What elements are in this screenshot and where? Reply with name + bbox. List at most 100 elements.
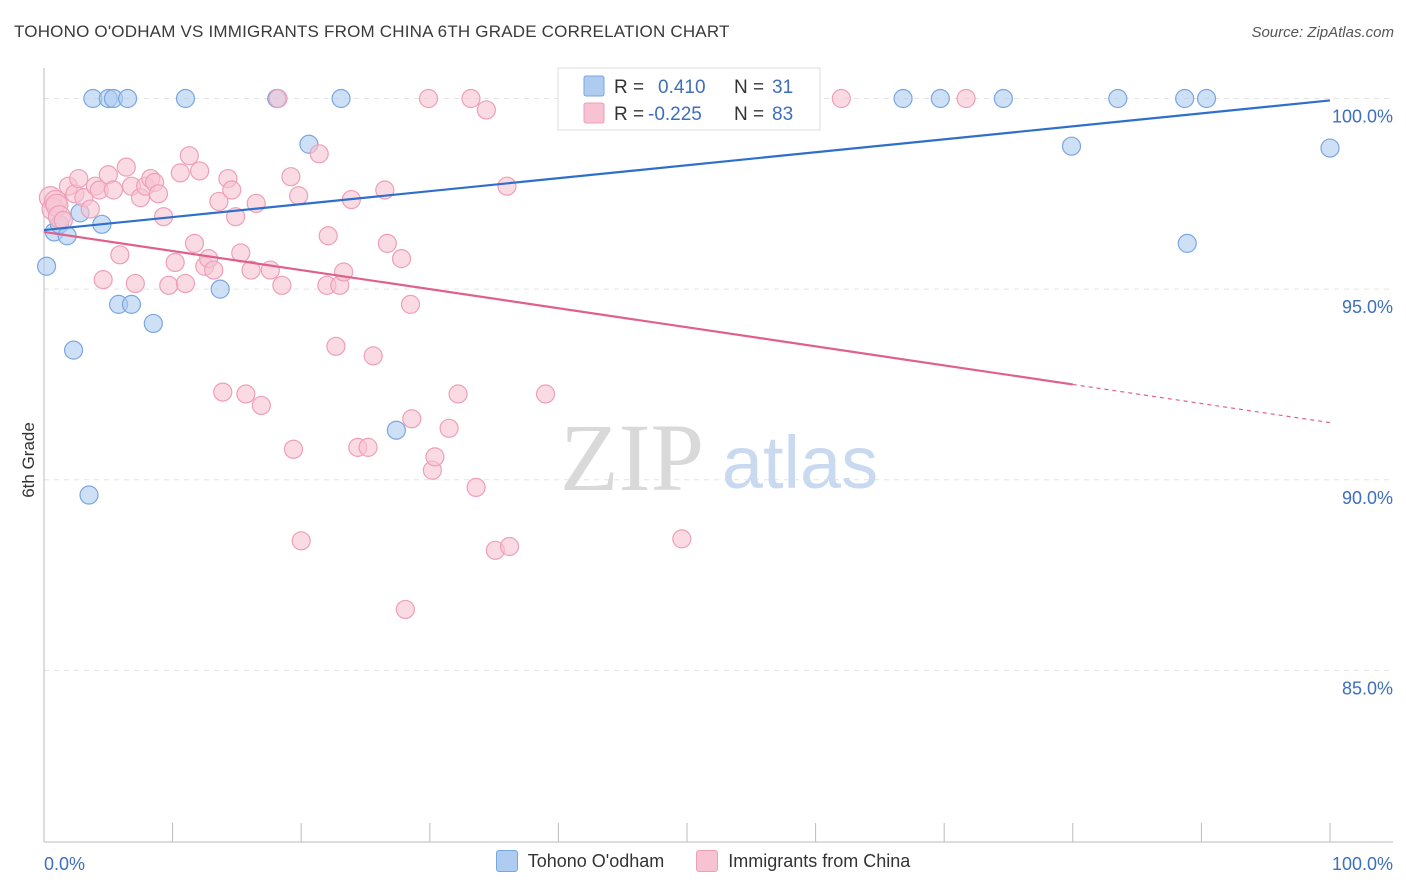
legend-label-tohono: Tohono O'odham bbox=[527, 850, 665, 871]
chart-title: TOHONO O'ODHAM VS IMMIGRANTS FROM CHINA … bbox=[14, 22, 730, 41]
axes bbox=[43, 68, 1393, 843]
n-label-blue: N = bbox=[734, 77, 764, 98]
data-point-pink bbox=[499, 536, 520, 557]
data-point-pink bbox=[497, 176, 517, 196]
y-axis-tick-labels: 100.0% 95.0% 90.0% 85.0% bbox=[1332, 107, 1393, 699]
y-tick-label: 85.0% bbox=[1342, 678, 1393, 698]
data-point-pink bbox=[209, 191, 229, 212]
data-point-blue bbox=[930, 88, 950, 109]
data-point-pink bbox=[165, 252, 185, 273]
data-point-pink bbox=[672, 529, 692, 549]
data-point-pink bbox=[291, 531, 311, 551]
legend-swatch-pink bbox=[696, 850, 719, 872]
data-point-pink bbox=[289, 186, 309, 206]
data-point-pink bbox=[395, 599, 415, 620]
data-point-pink bbox=[391, 249, 412, 269]
y-tick-label: 95.0% bbox=[1342, 297, 1393, 317]
data-point-blue bbox=[121, 294, 142, 314]
data-point-blue bbox=[1320, 138, 1340, 158]
data-point-pink bbox=[116, 157, 136, 177]
data-point-blue bbox=[36, 256, 57, 276]
data-point-pink bbox=[53, 210, 73, 231]
data-point-pink bbox=[461, 88, 481, 109]
y-tick-label: 90.0% bbox=[1342, 488, 1393, 508]
trend-lines bbox=[43, 99, 1331, 424]
legend-swatch-blue bbox=[495, 850, 518, 872]
r-label-pink: R = bbox=[614, 104, 644, 125]
data-point-pink bbox=[425, 447, 445, 467]
data-point-pink bbox=[283, 439, 304, 459]
data-point-pink bbox=[222, 180, 242, 200]
data-point-blue bbox=[993, 88, 1013, 109]
data-point-pink bbox=[363, 346, 383, 366]
data-point-blue bbox=[210, 279, 230, 299]
trend-line-blue bbox=[43, 99, 1331, 232]
data-point-blue bbox=[1177, 233, 1197, 253]
data-point-blue bbox=[386, 420, 406, 440]
r-value-pink: -0.225 bbox=[648, 104, 702, 125]
data-points bbox=[36, 88, 1340, 620]
x-tick-label-max: 100.0% bbox=[1332, 854, 1393, 874]
data-point-blue bbox=[63, 340, 84, 360]
stats-swatch-blue bbox=[583, 75, 605, 97]
data-point-pink bbox=[318, 226, 338, 246]
data-point-pink bbox=[831, 88, 851, 109]
data-point-pink bbox=[236, 384, 256, 404]
data-point-pink bbox=[535, 384, 556, 404]
legend-item-china: Immigrants from China bbox=[696, 850, 910, 872]
data-point-pink bbox=[125, 273, 145, 294]
data-point-pink bbox=[400, 294, 421, 314]
data-point-pink bbox=[148, 184, 169, 204]
data-point-blue bbox=[117, 88, 138, 109]
data-point-blue bbox=[1196, 88, 1217, 109]
legend-item-tohono: Tohono O'odham bbox=[495, 850, 665, 872]
data-point-blue bbox=[893, 88, 913, 109]
n-value-pink: 83 bbox=[772, 104, 793, 125]
data-point-blue bbox=[1061, 136, 1082, 156]
data-point-blue bbox=[175, 88, 196, 109]
data-point-pink bbox=[377, 233, 397, 253]
stats-swatch-pink bbox=[583, 102, 605, 124]
data-point-pink bbox=[358, 437, 378, 457]
data-point-pink bbox=[439, 418, 459, 438]
data-point-pink bbox=[268, 88, 288, 109]
data-point-blue bbox=[143, 313, 163, 334]
data-point-pink bbox=[272, 275, 292, 295]
r-label-blue: R = bbox=[614, 77, 644, 98]
watermark-atlas: atlas bbox=[722, 421, 878, 504]
data-point-pink bbox=[309, 144, 329, 164]
data-point-pink bbox=[281, 167, 301, 187]
source-label: Source: ZipAtlas.com bbox=[1251, 24, 1394, 41]
data-point-pink bbox=[93, 270, 113, 290]
n-label-pink: N = bbox=[734, 104, 764, 125]
data-point-pink bbox=[184, 233, 205, 253]
data-point-pink bbox=[179, 146, 199, 166]
data-point-pink bbox=[402, 409, 422, 429]
data-point-pink bbox=[190, 161, 210, 181]
data-point-pink bbox=[80, 199, 100, 219]
data-point-pink bbox=[466, 477, 486, 498]
data-point-blue bbox=[79, 485, 99, 505]
data-point-blue bbox=[331, 88, 351, 109]
data-point-blue bbox=[1175, 88, 1195, 109]
data-point-pink bbox=[476, 100, 496, 120]
data-point-pink bbox=[326, 336, 346, 356]
legend-label-china: Immigrants from China bbox=[728, 850, 911, 871]
data-point-pink bbox=[418, 88, 439, 109]
data-point-pink bbox=[110, 245, 130, 265]
data-point-pink bbox=[103, 180, 124, 200]
stats-legend: R = 0.410 N = 31 R = -0.225 N = 83 bbox=[557, 67, 821, 131]
n-value-blue: 31 bbox=[772, 77, 793, 98]
data-point-pink bbox=[159, 275, 179, 295]
y-tick-label: 100.0% bbox=[1332, 107, 1393, 127]
x-tick-label-min: 0.0% bbox=[44, 854, 85, 874]
data-point-pink bbox=[241, 260, 261, 280]
trend-line-pink bbox=[43, 230, 1073, 386]
data-point-pink bbox=[69, 168, 89, 189]
y-axis-label: 6th Grade bbox=[19, 422, 38, 498]
data-point-pink bbox=[175, 273, 196, 294]
data-point-pink bbox=[170, 163, 190, 183]
data-point-pink bbox=[204, 260, 224, 280]
data-point-pink bbox=[448, 384, 468, 404]
